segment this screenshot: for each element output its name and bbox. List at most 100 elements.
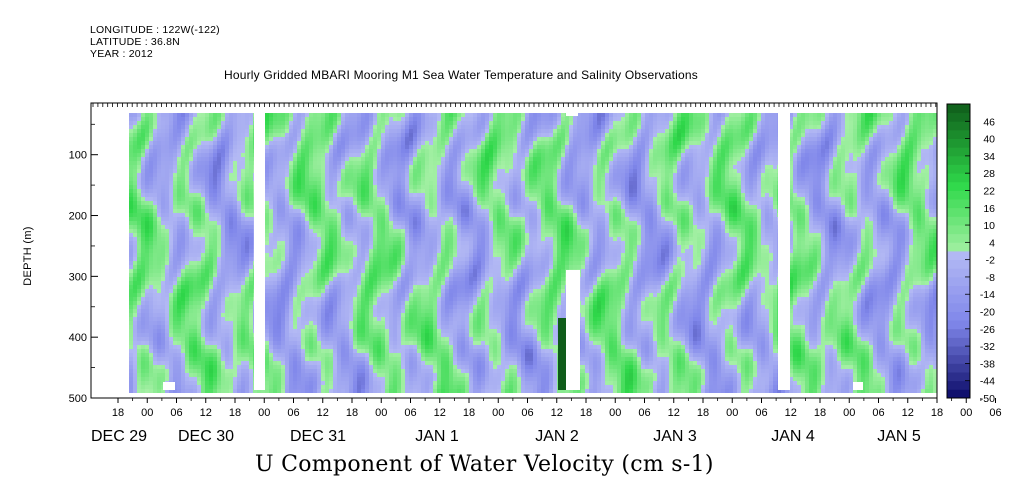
data-gap <box>566 270 580 390</box>
colorbar-tick-label: 10 <box>983 220 995 232</box>
colorbar-tick-label: 46 <box>983 116 995 128</box>
y-tick-label: 500 <box>69 393 87 405</box>
colorbar-tick-label: 40 <box>983 134 995 146</box>
y-tick-label: 100 <box>69 150 87 162</box>
colorbar-segment <box>947 242 970 252</box>
date-label: JAN 2 <box>535 428 579 445</box>
x-tick-label: 12 <box>668 407 680 419</box>
colorbar-segment <box>947 251 970 261</box>
colorbar-tick-label: 28 <box>983 168 995 180</box>
x-tick-label: 18 <box>931 407 943 419</box>
colorbar-segment <box>947 155 970 165</box>
x-tick-label: 12 <box>551 407 563 419</box>
colorbar-segment <box>947 294 970 304</box>
x-tick-label: 00 <box>843 407 855 419</box>
x-tick-label: 00 <box>141 407 153 419</box>
colorbar-tick-label: -44 <box>980 376 995 388</box>
date-label: DEC 31 <box>290 428 346 445</box>
x-tick-label: 12 <box>902 407 914 419</box>
colorbar-segment <box>947 389 970 399</box>
colorbar-tick-label: -8 <box>986 272 995 284</box>
x-tick-label: 06 <box>638 407 650 419</box>
x-tick-label: 00 <box>375 407 387 419</box>
colorbar-segment <box>947 354 970 364</box>
x-tick-label: 00 <box>960 407 972 419</box>
colorbar-segment <box>947 320 970 330</box>
date-label: JAN 1 <box>415 428 459 445</box>
date-label: JAN 4 <box>771 428 815 445</box>
colorbar-segment <box>947 147 970 157</box>
x-tick-label: 00 <box>726 407 738 419</box>
data-gap <box>566 112 578 116</box>
colorbar-segment <box>947 346 970 356</box>
year-text: YEAR : 2012 <box>90 48 153 60</box>
date-label: DEC 29 <box>91 428 147 445</box>
x-tick-label: 18 <box>346 407 358 419</box>
colorbar-segment <box>947 138 970 148</box>
heatmap-field <box>129 113 937 393</box>
colorbar-segment <box>947 129 970 139</box>
colorbar-tick-label: 16 <box>983 203 995 215</box>
x-tick-label: 12 <box>317 407 329 419</box>
colorbar-segment <box>947 337 970 347</box>
x-tick-label: 18 <box>580 407 592 419</box>
colorbar-segment <box>947 225 970 235</box>
colorbar-tick-label: -32 <box>980 341 995 353</box>
y-tick-label: 300 <box>69 271 87 283</box>
colorbar-segment <box>947 380 970 390</box>
data-gap <box>778 113 790 390</box>
x-tick-label: 12 <box>434 407 446 419</box>
colorbar-segment <box>947 181 970 191</box>
x-tick-label: 06 <box>755 407 767 419</box>
x-tick-label: 00 <box>258 407 270 419</box>
x-tick-label: 06 <box>989 407 1001 419</box>
date-label: JAN 5 <box>877 428 921 445</box>
longitude-text: LONGITUDE : 122W(-122) <box>90 24 220 36</box>
colorbar-tick-label: 4 <box>989 237 995 249</box>
x-tick-label: 18 <box>697 407 709 419</box>
colorbar-segment <box>947 121 970 131</box>
x-tick-label: 12 <box>200 407 212 419</box>
y-tick-label: 200 <box>69 211 87 223</box>
colorbar-segment <box>947 190 970 200</box>
strong-jet <box>558 318 566 390</box>
colorbar-tick-label: -2 <box>986 255 995 267</box>
x-tick-label: 06 <box>287 407 299 419</box>
latitude-text: LATITUDE : 36.8N <box>90 36 180 48</box>
colorbar-segment <box>947 233 970 243</box>
x-tick-label: 18 <box>463 407 475 419</box>
colorbar-frame <box>946 103 971 399</box>
colorbar-segment <box>947 173 970 183</box>
x-tick-label: 18 <box>229 407 241 419</box>
x-tick-label: 00 <box>609 407 621 419</box>
colorbar-segment <box>947 302 970 312</box>
colorbar-tick-label: -26 <box>980 324 995 336</box>
chart-title: Hourly Gridded MBARI Mooring M1 Sea Wate… <box>224 68 698 82</box>
colorbar-tick-label: -38 <box>980 358 995 370</box>
colorbar-segment <box>947 372 970 382</box>
colorbar-segment <box>947 268 970 278</box>
x-tick-label: 18 <box>112 407 124 419</box>
date-label: DEC 30 <box>178 428 234 445</box>
colorbar-segment <box>947 216 970 226</box>
colorbar-segment <box>947 259 970 269</box>
colorbar-segment <box>947 311 970 321</box>
colorbar-segment <box>947 285 970 295</box>
colorbar-tick-label: -14 <box>980 289 995 301</box>
x-tick-label: 12 <box>785 407 797 419</box>
colorbar-segment <box>947 164 970 174</box>
x-tick-label: 18 <box>814 407 826 419</box>
colorbar-segment <box>947 199 970 209</box>
colorbar-tick-label: 22 <box>983 185 995 197</box>
data-gap <box>163 382 175 390</box>
y-tick-label: 400 <box>69 332 87 344</box>
data-gap <box>254 113 265 390</box>
x-tick-label: 06 <box>404 407 416 419</box>
colorbar-segment <box>947 104 970 114</box>
colorbar-tick-label: 34 <box>983 151 995 163</box>
colorbar-segment <box>947 363 970 373</box>
x-tick-label: 06 <box>872 407 884 419</box>
colorbar-segment <box>947 207 970 217</box>
